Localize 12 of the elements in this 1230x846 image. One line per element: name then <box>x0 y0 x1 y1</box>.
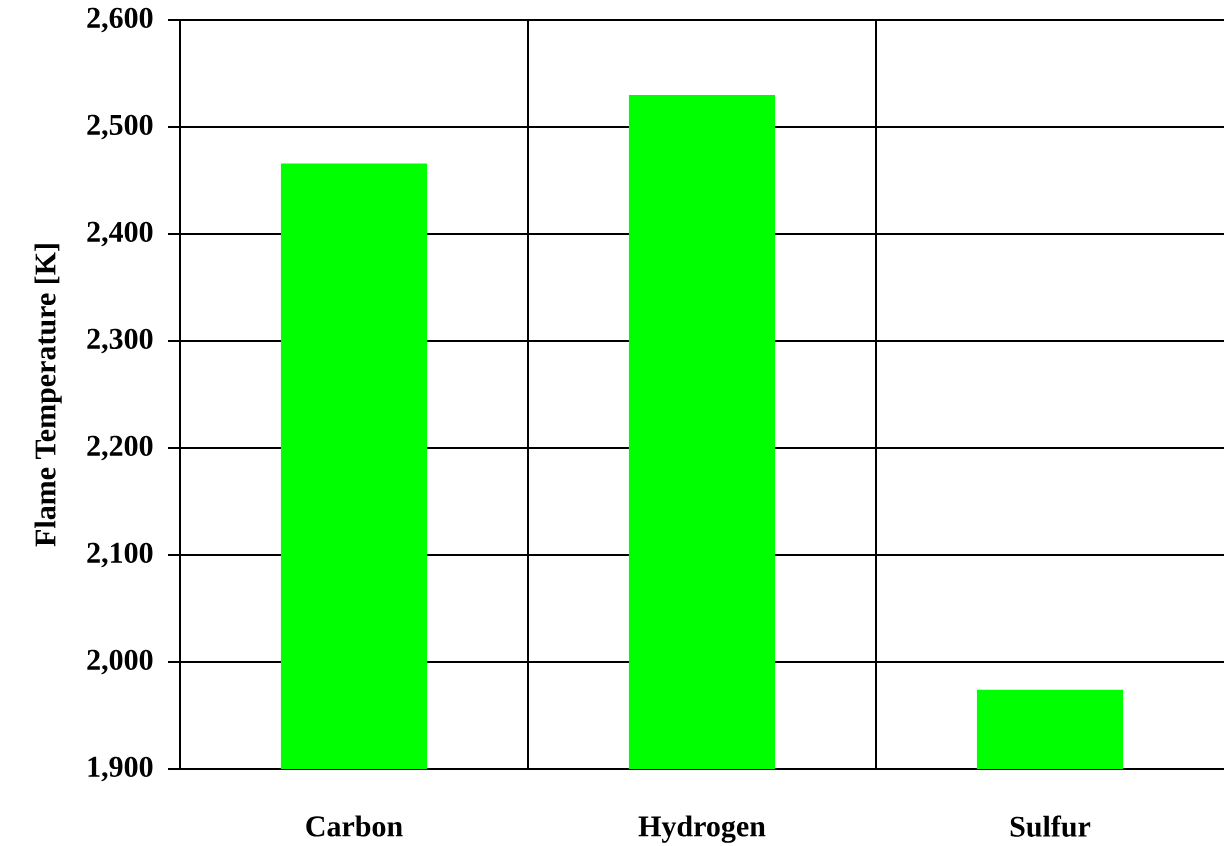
y-tick-label: 1,900 <box>88 756 153 782</box>
x-tick-label: Hydrogen <box>638 815 766 843</box>
y-tick-label: 2,500 <box>87 114 153 140</box>
y-tick-label: 2,100 <box>87 542 153 568</box>
x-tick-label: Carbon <box>306 815 403 837</box>
y-tick-label: 2,200 <box>87 435 153 461</box>
y-axis-title: Flame Temperature [K] <box>34 244 62 547</box>
y-tick-label: 2,600 <box>87 7 153 33</box>
y-tick-label: 2,400 <box>87 221 153 247</box>
y-tick-label: 2,300 <box>87 328 153 354</box>
x-tick-label: Sulfur <box>1010 815 1091 837</box>
y-tick-label: 2,000 <box>87 649 153 675</box>
